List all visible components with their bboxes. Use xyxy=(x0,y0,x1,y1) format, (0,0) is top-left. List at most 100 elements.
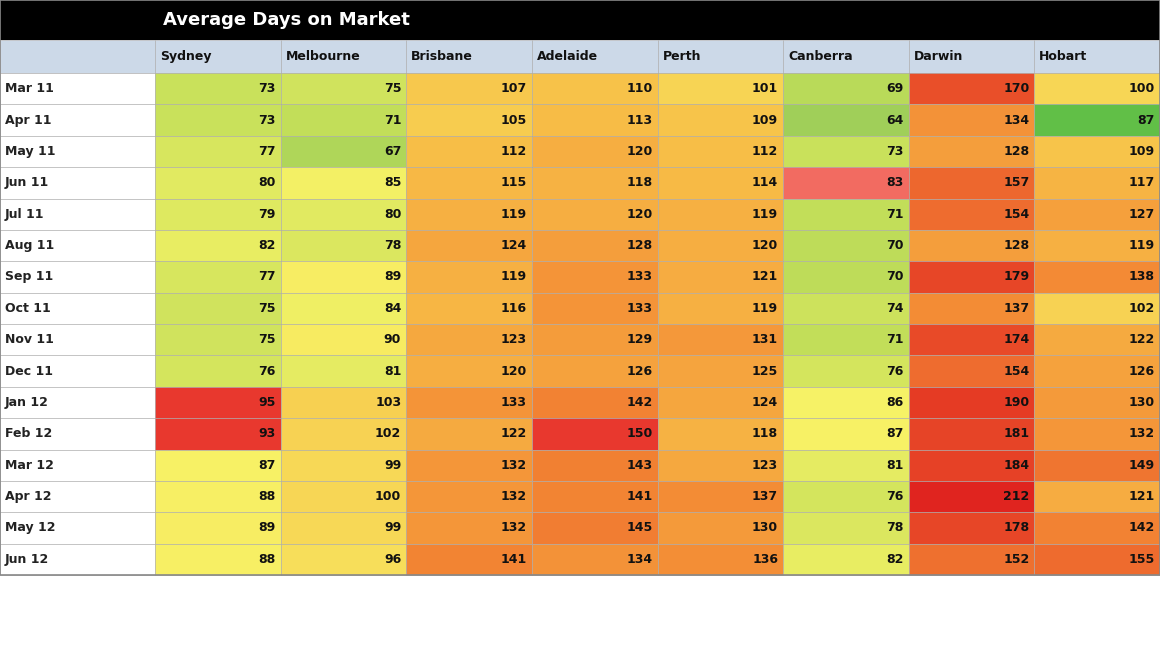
Text: 70: 70 xyxy=(886,239,904,252)
Bar xyxy=(658,230,783,261)
Bar xyxy=(1035,40,1160,73)
Bar xyxy=(155,324,281,355)
Text: 137: 137 xyxy=(752,490,778,503)
Bar xyxy=(0,73,155,104)
Bar xyxy=(908,40,1035,73)
Bar xyxy=(155,199,281,230)
Bar xyxy=(783,449,908,481)
Bar xyxy=(1035,136,1160,167)
Bar xyxy=(908,544,1035,575)
Text: 212: 212 xyxy=(1003,490,1029,503)
Text: Dec 11: Dec 11 xyxy=(5,364,53,377)
Text: 120: 120 xyxy=(752,239,778,252)
Bar xyxy=(281,40,406,73)
Bar xyxy=(406,418,532,449)
Bar xyxy=(406,481,532,512)
Bar xyxy=(532,355,658,387)
Text: 118: 118 xyxy=(626,176,652,189)
Bar xyxy=(0,544,155,575)
Text: Jan 12: Jan 12 xyxy=(5,396,49,409)
Text: 132: 132 xyxy=(501,522,527,534)
Text: 80: 80 xyxy=(259,176,276,189)
Bar xyxy=(406,355,532,387)
Text: 126: 126 xyxy=(626,364,652,377)
Text: 154: 154 xyxy=(1003,208,1029,221)
Text: 81: 81 xyxy=(886,458,904,471)
Bar xyxy=(281,481,406,512)
Bar xyxy=(783,387,908,418)
Text: 141: 141 xyxy=(626,490,652,503)
Text: 73: 73 xyxy=(259,82,276,95)
Bar xyxy=(406,544,532,575)
Bar xyxy=(1035,199,1160,230)
Text: 181: 181 xyxy=(1003,427,1029,440)
Bar xyxy=(908,512,1035,544)
Bar xyxy=(658,199,783,230)
Bar xyxy=(406,324,532,355)
Bar xyxy=(783,40,908,73)
Text: 143: 143 xyxy=(626,458,652,471)
Bar xyxy=(908,481,1035,512)
Text: 99: 99 xyxy=(384,522,401,534)
Text: 119: 119 xyxy=(752,208,778,221)
Text: 105: 105 xyxy=(501,114,527,127)
Bar xyxy=(532,167,658,199)
Bar xyxy=(532,40,658,73)
Bar xyxy=(783,136,908,167)
Bar xyxy=(658,293,783,324)
Text: 114: 114 xyxy=(752,176,778,189)
Text: 100: 100 xyxy=(1129,82,1155,95)
Text: Oct 11: Oct 11 xyxy=(5,302,51,315)
Bar xyxy=(281,261,406,293)
Bar xyxy=(658,544,783,575)
Bar xyxy=(281,199,406,230)
Text: Darwin: Darwin xyxy=(914,50,963,63)
Bar xyxy=(658,355,783,387)
Text: 71: 71 xyxy=(384,114,401,127)
Text: 131: 131 xyxy=(752,333,778,346)
Bar xyxy=(908,136,1035,167)
Text: 122: 122 xyxy=(1129,333,1155,346)
Bar xyxy=(0,481,155,512)
Bar xyxy=(281,104,406,136)
Bar xyxy=(532,544,658,575)
Text: 102: 102 xyxy=(1129,302,1155,315)
Bar xyxy=(1035,261,1160,293)
Bar xyxy=(281,136,406,167)
Text: 184: 184 xyxy=(1003,458,1029,471)
Text: 150: 150 xyxy=(626,427,652,440)
Text: 77: 77 xyxy=(259,270,276,283)
Bar xyxy=(783,418,908,449)
Text: 134: 134 xyxy=(626,553,652,565)
Text: Average Days on Market: Average Days on Market xyxy=(164,11,409,29)
Bar xyxy=(281,544,406,575)
Text: 112: 112 xyxy=(752,145,778,158)
Text: 119: 119 xyxy=(1129,239,1155,252)
Text: 113: 113 xyxy=(626,114,652,127)
Text: 99: 99 xyxy=(384,458,401,471)
Bar xyxy=(155,40,281,73)
Text: 83: 83 xyxy=(886,176,904,189)
Bar xyxy=(1035,293,1160,324)
Bar xyxy=(0,324,155,355)
Bar xyxy=(155,449,281,481)
Text: 132: 132 xyxy=(501,458,527,471)
Text: 157: 157 xyxy=(1003,176,1029,189)
Bar xyxy=(155,0,1160,40)
Bar xyxy=(155,136,281,167)
Text: 133: 133 xyxy=(626,270,652,283)
Text: 81: 81 xyxy=(384,364,401,377)
Bar xyxy=(1035,512,1160,544)
Bar xyxy=(1035,481,1160,512)
Text: Perth: Perth xyxy=(662,50,701,63)
Bar xyxy=(155,104,281,136)
Bar xyxy=(281,167,406,199)
Text: 123: 123 xyxy=(501,333,527,346)
Text: 93: 93 xyxy=(259,427,276,440)
Bar xyxy=(0,104,155,136)
Text: Melbourne: Melbourne xyxy=(285,50,361,63)
Bar xyxy=(1035,387,1160,418)
Text: 120: 120 xyxy=(501,364,527,377)
Bar xyxy=(155,261,281,293)
Text: Jul 11: Jul 11 xyxy=(5,208,44,221)
